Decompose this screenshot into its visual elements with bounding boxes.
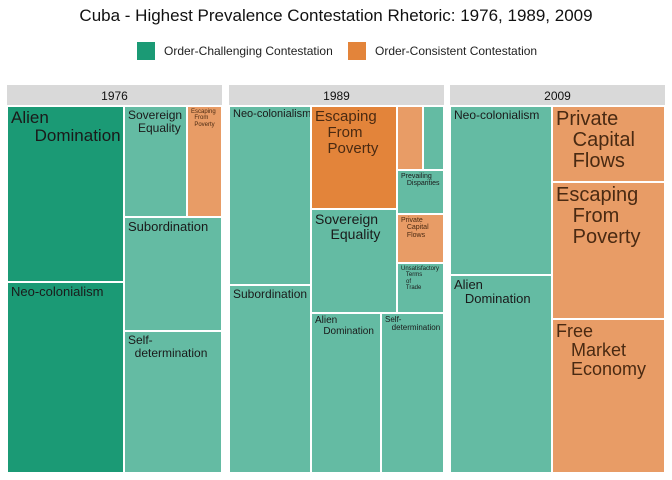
treemap-tile-label: Alien Domination [11, 108, 121, 145]
treemap-tile [423, 106, 444, 170]
treemap-tile-label: Prevailing Disparities [401, 173, 440, 188]
treemap-tile-label: Escaping From Poverty [191, 109, 216, 128]
treemap-tile: Private Capital Flows [552, 106, 665, 182]
legend-item-order-challenging: Order-Challenging Contestation [137, 42, 342, 62]
treemap-tile-label: Alien Domination [454, 277, 531, 306]
treemap-tile: Escaping From Poverty [187, 106, 222, 217]
treemap-tile: Self- determination [381, 313, 444, 473]
treemap-tile: Private Capital Flows [397, 214, 444, 263]
panel-strip-1976: 1976 [7, 85, 222, 105]
treemap-tile: Neo-colonialism [7, 282, 124, 473]
panel-plot-2009: Neo-colonialism Alien Domination Private C… [450, 106, 665, 473]
legend-label-order-challenging: Order-Challenging Contestation [164, 44, 333, 58]
treemap-tile: Self- determination [124, 331, 222, 473]
treemap-tile-label: Neo-colonialism [233, 108, 311, 120]
treemap-tile-label: Self- determination [385, 315, 441, 333]
panel-plot-1989: Neo-colonialism Subordination Escaping Fro… [229, 106, 444, 473]
legend-swatch-order-consistent [348, 42, 366, 60]
legend-item-order-consistent: Order-Consistent Contestation [348, 42, 558, 62]
treemap-tile-label: Alien Domination [315, 315, 374, 337]
panel-2009: 2009 Neo-colonialism Alien Domination Priva… [450, 85, 665, 473]
treemap-tile: Sovereign Equality [124, 106, 187, 217]
chart-title: Cuba - Highest Prevalence Contestation R… [79, 6, 593, 25]
treemap-tile: Free Market Economy [552, 319, 665, 473]
treemap-tile-label: Private Capital Flows [556, 108, 635, 172]
treemap-tile: Alien Domination [450, 275, 552, 473]
treemap-tile-label: Neo-colonialism [454, 108, 540, 122]
treemap-tile-label: Escaping From Poverty [315, 108, 379, 157]
treemap-tile: Prevailing Disparities [397, 170, 444, 214]
treemap-tile-label: Sovereign Equality [315, 211, 381, 242]
panel-1976: 1976 Alien Domination Neo-colonialism Sover… [7, 85, 222, 473]
panel-plot-1976: Alien Domination Neo-colonialism Sovereign… [7, 106, 222, 473]
panel-strip-2009: 2009 [450, 85, 665, 105]
treemap-tile: Escaping From Poverty [552, 182, 665, 319]
treemap-tile-label: Sovereign Equality [128, 108, 183, 135]
panel-strip-1989: 1989 [229, 85, 444, 105]
treemap-tile-label: Self- determination [128, 333, 208, 360]
treemap-tile-label: Private Capital Flows [401, 217, 429, 239]
treemap-tile: Neo-colonialism [450, 106, 552, 275]
treemap-tile [397, 106, 423, 170]
treemap-tile: Alien Domination [7, 106, 124, 282]
treemap-tile-label: Escaping From Poverty [556, 184, 641, 248]
treemap-tile-label: Unsatisfactory Terms of Trade [401, 266, 440, 291]
treemap-tile-label: Subordination [233, 287, 308, 301]
legend: Order-Challenging Contestation Order-Con… [0, 42, 672, 62]
treemap-tile-label: Free Market Economy [556, 321, 647, 379]
treemap-tile: Escaping From Poverty [311, 106, 397, 209]
treemap-tile: Sovereign Equality [311, 209, 397, 313]
legend-swatch-order-challenging [137, 42, 155, 60]
treemap-tile: Subordination [124, 217, 222, 331]
treemap-tile: Neo-colonialism [229, 106, 311, 285]
treemap-tile: Unsatisfactory Terms of Trade [397, 263, 444, 313]
treemap-tile-label: Neo-colonialism [11, 284, 104, 299]
treemap-tile: Subordination [229, 285, 311, 473]
treemap-tile-label: Subordination [128, 219, 209, 234]
legend-label-order-consistent: Order-Consistent Contestation [375, 44, 538, 58]
treemap-tile: Alien Domination [311, 313, 381, 473]
panel-1989: 1989 Neo-colonialism Subordination Escaping… [229, 85, 444, 473]
